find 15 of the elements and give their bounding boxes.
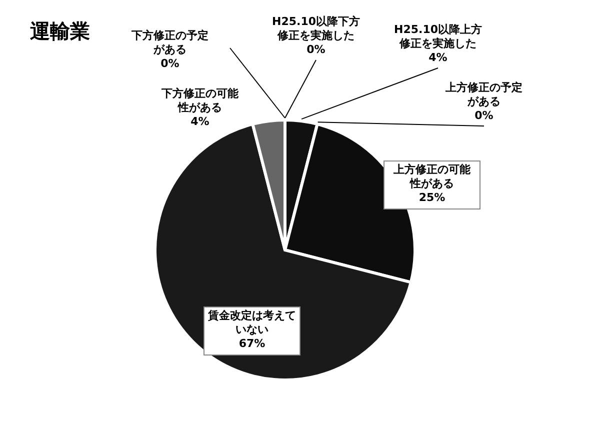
- text: 0%: [160, 57, 180, 70]
- data-label: 4%: [428, 51, 448, 64]
- slice-label: 上方修正の可能性がある: [392, 163, 472, 190]
- slice-label: 下方修正の可能性がある: [160, 87, 240, 114]
- data-label: 25%: [418, 191, 446, 204]
- data-label: 4%: [190, 115, 210, 128]
- category-label: 上方修正の予定がある: [446, 81, 522, 108]
- category-label: 下方修正の予定がある: [132, 29, 208, 56]
- chart-title: 運輸業: [29, 19, 90, 43]
- slice-label: 賃金改定は考えていない: [207, 309, 296, 336]
- category-label: H25.10以降下方修正を実施した: [272, 15, 360, 42]
- text: 0%: [306, 43, 326, 56]
- data-label: 67%: [238, 337, 266, 350]
- text: 0%: [474, 109, 494, 122]
- slice-label: H25.10以降上方修正を実施した: [394, 23, 482, 50]
